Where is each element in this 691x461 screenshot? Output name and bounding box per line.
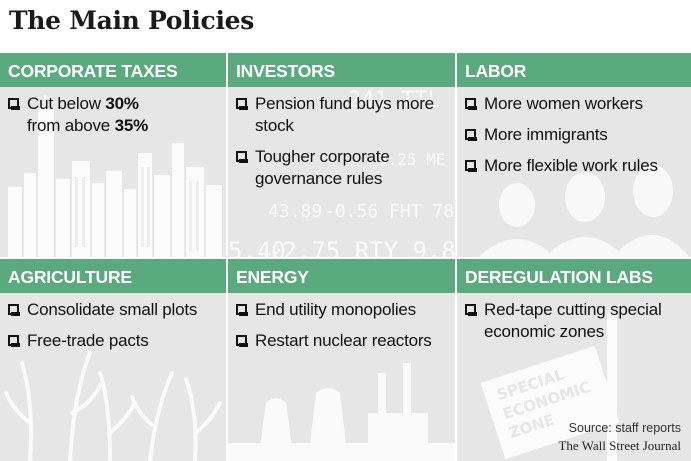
stock-ticker-illustration: 241 TTL 142 -0.56 FHT 789 -2.75 RTY 9.88… <box>228 88 455 259</box>
checkbox-bullet-icon <box>8 335 20 347</box>
svg-text:8.25 ME: 8.25 ME <box>378 150 445 169</box>
checkbox-bullet-icon <box>8 304 20 316</box>
policy-list: More women workers More immigrants More … <box>457 87 691 177</box>
panel-heading: ENERGY <box>228 259 455 293</box>
list-item: More flexible work rules <box>465 155 687 177</box>
checkbox-bullet-icon <box>8 98 20 110</box>
panel-investors: 241 TTL 142 -0.56 FHT 789 -2.75 RTY 9.88… <box>228 53 457 259</box>
checkbox-bullet-icon <box>465 129 477 141</box>
list-item: End utility monopolies <box>236 299 451 321</box>
source-credit: Source: staff reports The Wall Street Jo… <box>558 419 681 455</box>
list-item: More immigrants <box>465 124 687 146</box>
svg-text:-2.75 RTY 9.88 +5: -2.75 RTY 9.88 +5 <box>268 237 455 259</box>
checkbox-bullet-icon <box>236 304 248 316</box>
panel-energy: ENERGY End utility monopolies Restart nu… <box>228 259 457 461</box>
power-plant-illustration <box>228 363 455 461</box>
list-item: Restart nuclear reactors <box>236 330 451 352</box>
source-line: Source: staff reports <box>568 421 681 435</box>
svg-text:-0.56 FHT 789: -0.56 FHT 789 <box>324 201 455 222</box>
checkbox-bullet-icon <box>236 151 248 163</box>
checkbox-bullet-icon <box>465 160 477 172</box>
panel-heading: CORPORATE TAXES <box>0 53 226 87</box>
list-item: Tougher corporate governance rules <box>236 146 451 190</box>
publisher-line: The Wall Street Journal <box>558 438 681 453</box>
page-title: The Main Policies <box>9 6 255 35</box>
svg-text:5.40: 5.40 <box>228 237 286 259</box>
list-item: Pension fund buys more stock <box>236 93 451 137</box>
panel-agriculture: AGRICULTURE Consolidate small plots Free… <box>0 259 228 461</box>
checkbox-bullet-icon <box>465 304 477 316</box>
policy-list: Consolidate small plots Free-trade pacts <box>0 293 226 352</box>
checkbox-bullet-icon <box>236 98 248 110</box>
checkbox-bullet-icon <box>465 98 477 110</box>
svg-text:43.89: 43.89 <box>268 201 322 222</box>
policy-list: Red-tape cutting special economic zones <box>457 293 691 343</box>
rice-plants-illustration <box>4 351 222 461</box>
list-item: More women workers <box>465 93 687 115</box>
list-item: Red-tape cutting special economic zones <box>465 299 687 343</box>
policy-list: Cut below 30% from above 35% <box>0 87 226 137</box>
panel-deregulation-labs: SPECIAL ECONOMIC ZONE DEREGULATION LABS … <box>457 259 691 461</box>
item-text: Cut below 30% from above 35% <box>27 94 149 135</box>
checkbox-bullet-icon <box>236 335 248 347</box>
list-item: Cut below 30% from above 35% <box>8 93 222 137</box>
panel-heading: INVESTORS <box>228 53 455 87</box>
svg-text:241 TTL 142: 241 TTL 142 <box>348 88 455 113</box>
policy-grid: CORPORATE TAXES Cut below 30% from above… <box>0 53 691 461</box>
panel-corporate-taxes: CORPORATE TAXES Cut below 30% from above… <box>0 53 228 259</box>
list-item: Consolidate small plots <box>8 299 222 321</box>
policy-list: End utility monopolies Restart nuclear r… <box>228 293 455 352</box>
panel-heading: LABOR <box>457 53 691 87</box>
panel-heading: AGRICULTURE <box>0 259 226 293</box>
worker-silhouettes-illustration <box>479 165 690 257</box>
panel-labor: LABOR More women workers More immigrants… <box>457 53 691 259</box>
list-item: Free-trade pacts <box>8 330 222 352</box>
policy-list: Pension fund buys more stock Tougher cor… <box>228 87 455 190</box>
special-economic-zone-sign-illustration: SPECIAL ECONOMIC ZONE <box>480 313 620 461</box>
city-skyline-illustration <box>8 95 222 257</box>
panel-heading: DEREGULATION LABS <box>457 259 691 293</box>
